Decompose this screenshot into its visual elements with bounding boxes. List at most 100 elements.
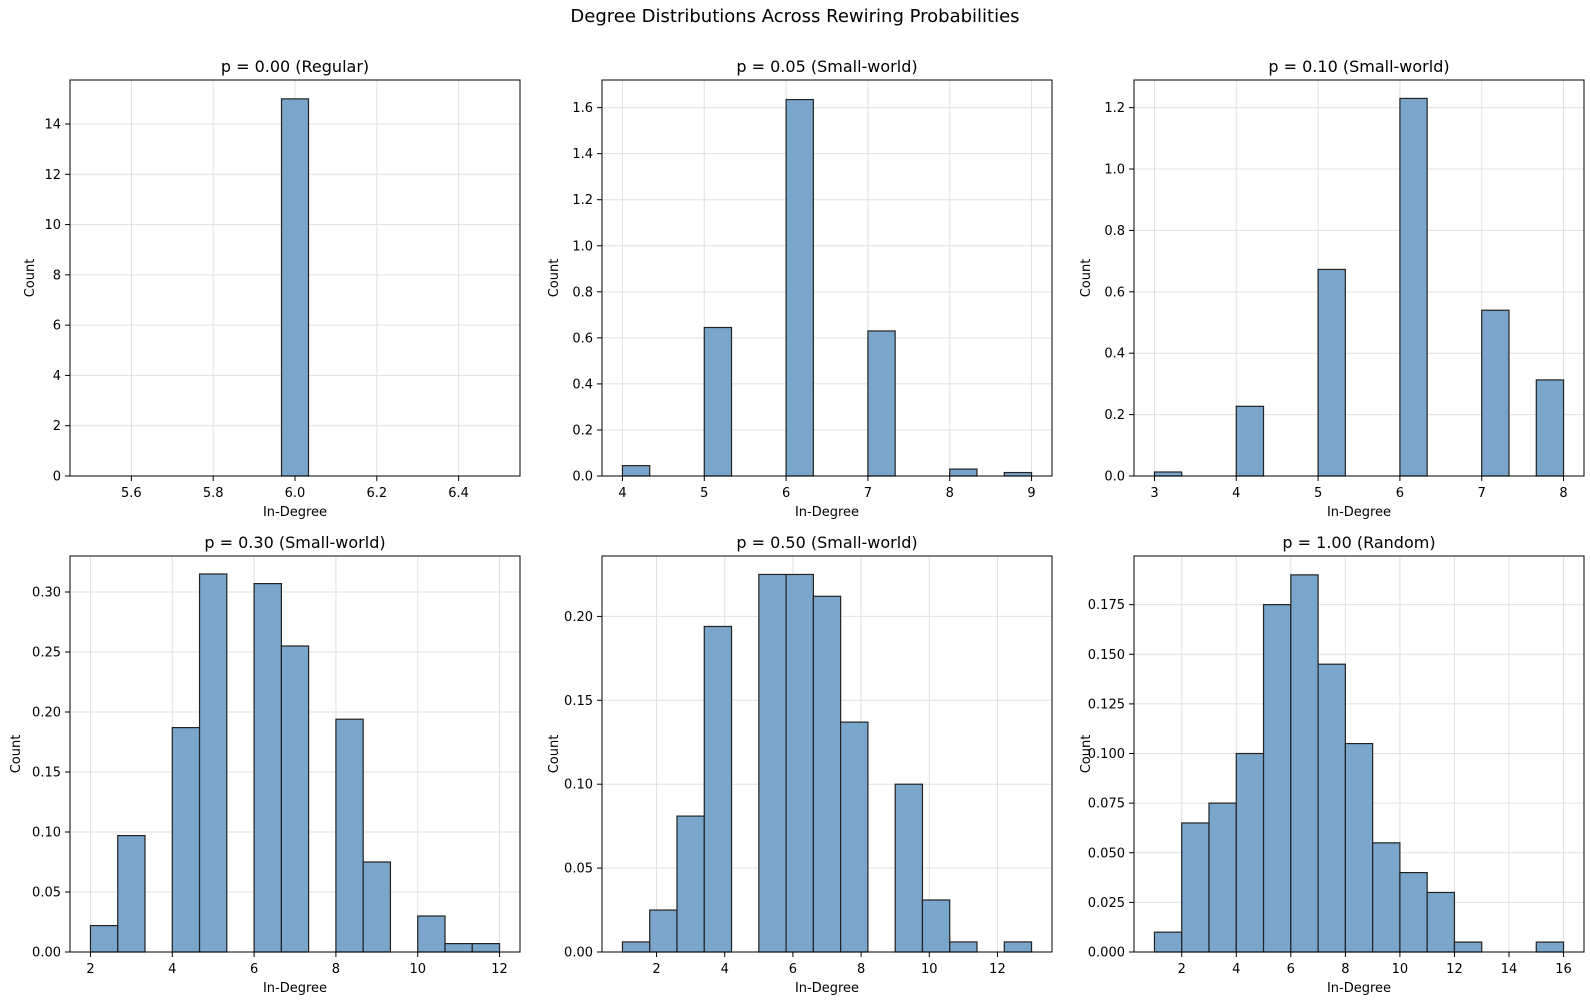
histogram-bar: [1153, 471, 1183, 477]
histogram-bar: [1344, 742, 1374, 953]
y-tick-label: 0.6: [572, 331, 593, 346]
y-tick-label: 0.20: [564, 610, 593, 625]
histogram-bar: [1399, 97, 1428, 477]
histogram-panel: 4 5 6 7 8 9 0.0 0.2 0.4 0.6 0.8 1.0 1.2 1.4 1.6 p = 0.0…: [547, 57, 1053, 520]
histogram-bar: [1481, 309, 1510, 477]
histogram-panel: 2 4 6 8 10 12 0.00 0.05 0.10 0.15 0.20 0.25 0.30 p = …: [9, 533, 521, 996]
y-tick-label: 0.20: [32, 706, 61, 721]
histogram-bar: [621, 465, 651, 477]
y-tick-label: 0.0: [572, 470, 593, 485]
histogram-bar: [1181, 822, 1210, 953]
histogram-bar: [785, 573, 814, 953]
panel-title: p = 0.05 (Small-world): [736, 57, 917, 76]
histogram-panel: 3 4 5 6 7 8 0.0 0.2 0.4 0.6 0.8 1.0 1.2 p = 0.10 (Sma…: [1079, 57, 1585, 520]
x-tick-label: 12: [989, 962, 1006, 977]
y-tick-label: 0.4: [572, 377, 593, 392]
panel-title: p = 1.00 (Random): [1282, 533, 1435, 552]
y-tick-label: 1.0: [1104, 163, 1125, 178]
histogram-bar: [894, 783, 924, 953]
histogram-panel: 2 4 6 8 10 12 0.00 0.05 0.10 0.15 0.20 p = 0.50 (Sm…: [547, 533, 1053, 996]
x-tick-label: 16: [1555, 962, 1572, 977]
x-tick-label: 6: [782, 486, 790, 501]
x-tick-label: 4: [721, 962, 729, 977]
y-tick-label: 0.30: [32, 586, 61, 601]
histogram-bar: [1535, 941, 1565, 953]
y-tick-label: 0.05: [564, 862, 593, 877]
histogram-panel: 2 4 6 8 10 12 14 16 0.000 0.025 0.050 0.075 0.100 0.1…: [1079, 533, 1585, 996]
panel-title: p = 0.30 (Small-world): [204, 533, 385, 552]
y-tick-label: 14: [44, 118, 61, 133]
y-tick-label: 0.000: [1088, 946, 1125, 961]
x-axis-label: In-Degree: [263, 981, 327, 996]
x-tick-label: 8: [857, 962, 865, 977]
x-tick-label: 6: [789, 962, 797, 977]
x-tick-label: 8: [1341, 962, 1349, 977]
histogram-bar: [471, 942, 501, 953]
y-tick-label: 0.050: [1088, 846, 1125, 861]
y-tick-label: 0.00: [32, 946, 61, 961]
histogram-panel: 5.6 5.8 6.0 6.2 6.4 0 2 4 6 8 10 12 14 p = 0.00 (Regu…: [23, 57, 521, 520]
histogram-bar: [867, 330, 896, 477]
x-tick-label: 3: [1150, 486, 1158, 501]
histogram-bar: [649, 909, 678, 953]
y-tick-label: 0.0: [1104, 470, 1125, 485]
y-tick-label: 1.6: [572, 101, 593, 116]
x-tick-label: 8: [1559, 486, 1567, 501]
x-axis-label: In-Degree: [263, 505, 327, 520]
x-tick-label: 9: [1027, 486, 1035, 501]
y-tick-label: 0.2: [1104, 408, 1125, 423]
x-axis-label: In-Degree: [1327, 981, 1391, 996]
y-axis-label: Count: [23, 259, 38, 298]
y-tick-label: 0.8: [572, 285, 593, 300]
histogram-bar: [171, 726, 201, 953]
y-tick-label: 0.4: [1104, 347, 1125, 362]
histogram-bar: [1262, 604, 1292, 953]
x-tick-label: 10: [409, 962, 426, 977]
histogram-bar: [335, 718, 364, 953]
y-tick-label: 0.100: [1088, 747, 1125, 762]
y-tick-label: 0.15: [564, 694, 593, 709]
histogram-bar: [703, 625, 733, 953]
histogram-bar: [758, 573, 787, 953]
x-tick-label: 7: [1478, 486, 1486, 501]
x-tick-label: 12: [1446, 962, 1463, 977]
histogram-bar: [417, 915, 446, 953]
y-axis-label: Count: [547, 259, 562, 298]
histogram-bar: [117, 834, 146, 953]
y-tick-label: 12: [44, 168, 61, 183]
y-tick-label: 0.05: [32, 886, 61, 901]
x-tick-label: 8: [332, 962, 340, 977]
histogram-bar: [444, 942, 473, 953]
y-axis-label: Count: [9, 735, 24, 774]
y-tick-label: 1.0: [572, 239, 593, 254]
y-tick-label: 10: [44, 218, 61, 233]
y-axis-label: Count: [1079, 259, 1094, 298]
y-tick-label: 4: [53, 369, 61, 384]
histogram-bar: [1399, 872, 1428, 953]
histogram-bar: [1426, 891, 1456, 953]
panel-title: p = 0.10 (Small-world): [1268, 57, 1449, 76]
histogram-bar: [1317, 663, 1346, 953]
histogram-bar: [1235, 752, 1265, 953]
histogram-bar: [1003, 941, 1033, 953]
histogram-bar: [1453, 941, 1483, 953]
x-tick-label: 10: [1392, 962, 1409, 977]
histogram-bar: [1003, 471, 1033, 477]
y-tick-label: 8: [53, 268, 61, 283]
y-tick-label: 0.2: [572, 423, 593, 438]
figure-title: Degree Distributions Across Rewiring Pro…: [570, 6, 1020, 27]
y-axis-label: Count: [1079, 735, 1094, 774]
x-tick-label: 6.0: [285, 486, 306, 501]
y-tick-label: 0.6: [1104, 285, 1125, 300]
x-tick-label: 14: [1501, 962, 1518, 977]
y-tick-label: 1.2: [1104, 101, 1125, 116]
y-tick-label: 0: [53, 470, 61, 485]
y-tick-label: 0.025: [1088, 896, 1125, 911]
y-tick-label: 1.4: [572, 147, 593, 162]
histogram-bar: [949, 468, 978, 477]
x-tick-label: 6: [250, 962, 258, 977]
y-tick-label: 0.125: [1088, 697, 1125, 712]
histogram-bar: [703, 326, 733, 477]
plot-frame: [601, 79, 1053, 477]
